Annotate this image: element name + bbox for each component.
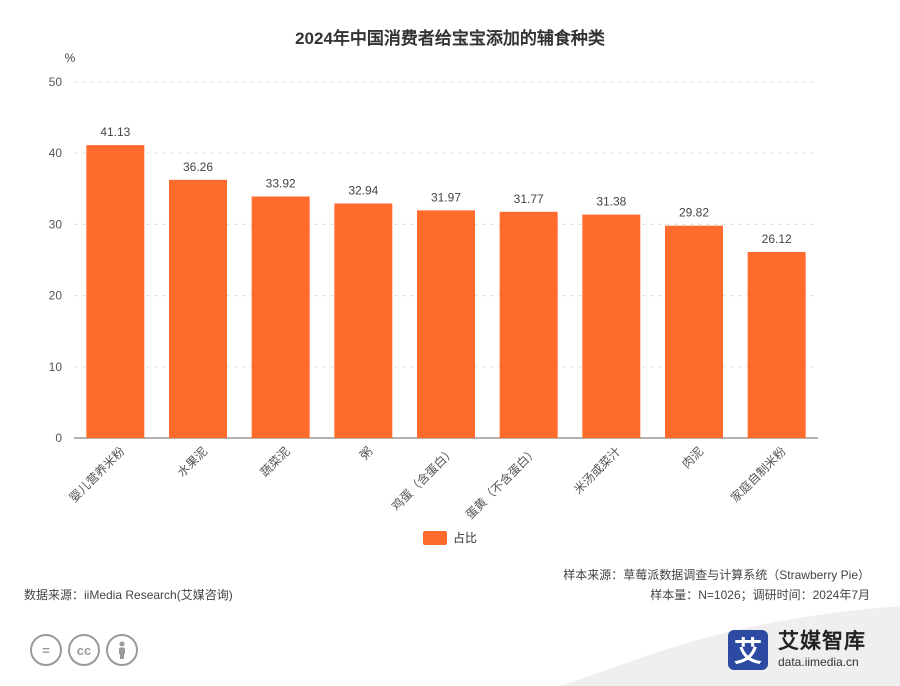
data-label: 31.77 — [514, 192, 544, 206]
x-tick-label: 米汤或菜汁 — [571, 444, 623, 496]
data-label: 33.92 — [266, 176, 296, 190]
data-label: 31.38 — [596, 195, 626, 209]
bar — [747, 252, 806, 438]
data-label: 26.12 — [762, 232, 792, 246]
brand: 艾 艾媒智库 data.iimedia.cn — [728, 630, 866, 670]
y-tick-label: 10 — [49, 360, 63, 374]
legend: 占比 — [423, 530, 477, 545]
data-label: 32.94 — [348, 183, 378, 197]
x-tick-label: 蔬菜泥 — [257, 444, 292, 479]
sample-size-note: 样本量：N=1026；调研时间：2024年7月 — [650, 588, 870, 602]
data-label: 41.13 — [100, 125, 130, 139]
data-label: 36.26 — [183, 160, 213, 174]
chart-title: 2024年中国消费者给宝宝添加的辅食种类 — [295, 28, 606, 48]
bar — [665, 225, 723, 438]
x-tick-label: 鸡蛋（含蛋白） — [388, 444, 458, 514]
bar-chart: 2024年中国消费者给宝宝添加的辅食种类 % 0 10 20 30 40 50 41.13… — [49, 28, 818, 545]
y-tick-label: 0 — [55, 431, 62, 445]
brand-name: 艾媒智库 — [778, 630, 866, 653]
y-tick-label: 50 — [49, 75, 63, 89]
bar — [86, 145, 145, 438]
x-tick-label: 水果泥 — [175, 444, 210, 479]
y-tick-label: 40 — [49, 146, 63, 160]
y-tick-label: 20 — [49, 289, 63, 303]
brand-url: data.iimedia.cn — [778, 655, 859, 669]
data-source-note: 数据来源：iiMedia Research(艾媒咨询) — [24, 588, 233, 602]
bar — [334, 203, 393, 438]
cc-icon: cc — [68, 634, 100, 666]
legend-swatch — [423, 531, 447, 545]
bar — [582, 214, 641, 438]
x-tick-label: 家庭自制米粉 — [727, 444, 789, 506]
sample-source-note: 样本来源：草莓派数据调查与计算系统（Strawberry Pie） — [563, 568, 870, 582]
x-tick-label: 婴儿营养米粉 — [66, 444, 128, 506]
bar — [417, 210, 475, 438]
bar — [251, 196, 310, 438]
data-label: 29.82 — [679, 206, 709, 220]
person-icon — [106, 634, 138, 666]
legend-label: 占比 — [453, 530, 477, 545]
license-icons: = cc — [30, 634, 138, 666]
y-axis-unit: % — [65, 51, 76, 65]
bar — [499, 211, 558, 438]
y-tick-label: 30 — [49, 217, 63, 231]
bar — [169, 179, 227, 438]
x-tick-label: 粥 — [357, 444, 375, 462]
equals-icon: = — [30, 634, 62, 666]
x-tick-label: 蛋黄（不含蛋白） — [462, 444, 540, 522]
brand-logo: 艾 — [728, 630, 768, 670]
x-tick-label: 肉泥 — [679, 444, 706, 471]
data-label: 31.97 — [431, 190, 461, 204]
